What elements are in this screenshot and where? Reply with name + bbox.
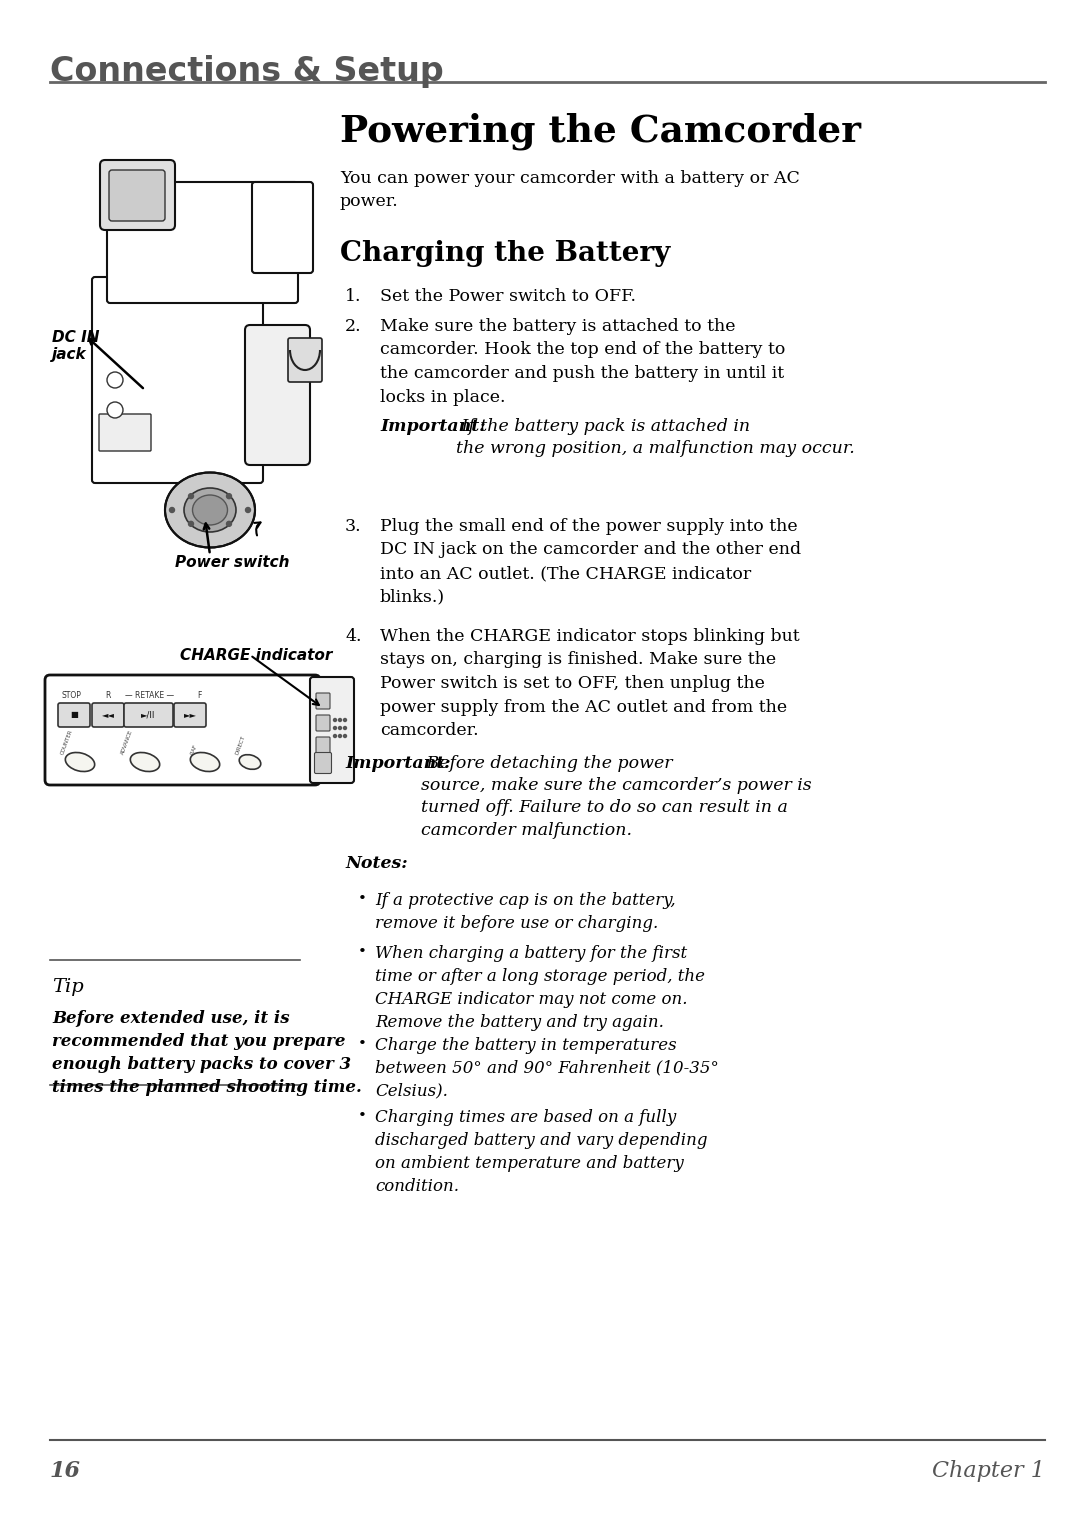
FancyBboxPatch shape: [314, 752, 332, 773]
Text: Charge the battery in temperatures
between 50° and 90° Fahrenheit (10-35°
Celsiu: Charge the battery in temperatures betwe…: [375, 1037, 719, 1099]
Text: You can power your camcorder with a battery or AC
power.: You can power your camcorder with a batt…: [340, 170, 800, 211]
Ellipse shape: [240, 755, 260, 769]
Text: Important:: Important:: [345, 755, 450, 772]
FancyBboxPatch shape: [99, 414, 151, 450]
Text: If the battery pack is attached in
the wrong position, a malfunction may occur.: If the battery pack is attached in the w…: [456, 418, 854, 458]
Text: DIRECT: DIRECT: [235, 734, 246, 755]
Text: — RETAKE —: — RETAKE —: [125, 691, 174, 700]
Text: Power switch: Power switch: [175, 555, 289, 570]
Text: ◄◄: ◄◄: [102, 711, 114, 720]
Text: 16: 16: [50, 1460, 81, 1483]
Text: Notes:: Notes:: [345, 855, 407, 872]
Text: DC IN
jack: DC IN jack: [52, 330, 99, 362]
FancyBboxPatch shape: [92, 703, 124, 728]
Circle shape: [245, 508, 251, 512]
Text: ADVANCE: ADVANCE: [120, 729, 134, 755]
Text: •: •: [357, 891, 367, 907]
Text: Charging times are based on a fully
discharged battery and vary depending
on amb: Charging times are based on a fully disc…: [375, 1110, 707, 1195]
Text: COUNTER: COUNTER: [60, 728, 73, 755]
Text: Set the Power switch to OFF.: Set the Power switch to OFF.: [380, 288, 636, 305]
Text: R: R: [105, 691, 110, 700]
FancyBboxPatch shape: [124, 703, 173, 728]
FancyBboxPatch shape: [100, 161, 175, 230]
Ellipse shape: [190, 752, 219, 772]
Text: CHARGE indicator: CHARGE indicator: [180, 647, 333, 662]
Circle shape: [338, 734, 341, 737]
Text: When the CHARGE indicator stops blinking but
stays on, charging is finished. Mak: When the CHARGE indicator stops blinking…: [380, 628, 799, 738]
FancyBboxPatch shape: [252, 182, 313, 273]
Circle shape: [107, 371, 123, 388]
FancyBboxPatch shape: [92, 277, 264, 484]
Text: •: •: [357, 1110, 367, 1123]
Text: 1.: 1.: [345, 288, 362, 305]
FancyBboxPatch shape: [107, 182, 298, 303]
Text: F: F: [197, 691, 201, 700]
Circle shape: [189, 494, 193, 499]
Text: Make sure the battery is attached to the
camcorder. Hook the top end of the batt: Make sure the battery is attached to the…: [380, 318, 785, 405]
Ellipse shape: [131, 752, 160, 772]
Text: Tip: Tip: [52, 978, 84, 996]
FancyBboxPatch shape: [58, 703, 90, 728]
FancyBboxPatch shape: [316, 737, 330, 753]
Circle shape: [227, 494, 231, 499]
Text: P.AF: P.AF: [190, 743, 199, 755]
Ellipse shape: [184, 488, 237, 532]
FancyBboxPatch shape: [45, 675, 320, 785]
Circle shape: [334, 734, 337, 737]
Circle shape: [189, 522, 193, 526]
Text: Important:: Important:: [380, 418, 486, 435]
Ellipse shape: [165, 473, 255, 547]
Circle shape: [343, 719, 347, 722]
Text: •: •: [357, 1037, 367, 1051]
Text: Charging the Battery: Charging the Battery: [340, 240, 671, 267]
Text: If a protective cap is on the battery,
remove it before use or charging.: If a protective cap is on the battery, r…: [375, 891, 676, 932]
Circle shape: [227, 522, 231, 526]
Circle shape: [338, 719, 341, 722]
Text: 2.: 2.: [345, 318, 362, 335]
FancyBboxPatch shape: [245, 324, 310, 465]
FancyBboxPatch shape: [316, 716, 330, 731]
Circle shape: [343, 734, 347, 737]
FancyBboxPatch shape: [310, 678, 354, 782]
Ellipse shape: [192, 496, 228, 525]
FancyBboxPatch shape: [288, 338, 322, 382]
FancyBboxPatch shape: [316, 693, 330, 709]
FancyBboxPatch shape: [109, 170, 165, 221]
Circle shape: [334, 719, 337, 722]
Circle shape: [338, 726, 341, 729]
Circle shape: [343, 726, 347, 729]
Text: •: •: [357, 944, 367, 960]
Circle shape: [170, 508, 175, 512]
Text: 4.: 4.: [345, 628, 362, 644]
Text: Powering the Camcorder: Powering the Camcorder: [340, 112, 861, 150]
Text: Chapter 1: Chapter 1: [932, 1460, 1045, 1483]
Text: ►►: ►►: [184, 711, 197, 720]
Circle shape: [107, 402, 123, 418]
Text: ■: ■: [70, 711, 78, 720]
Text: ►/II: ►/II: [141, 711, 156, 720]
Text: When charging a battery for the first
time or after a long storage period, the
C: When charging a battery for the first ti…: [375, 944, 705, 1031]
Text: STOP: STOP: [62, 691, 82, 700]
Text: Plug the small end of the power supply into the
DC IN jack on the camcorder and : Plug the small end of the power supply i…: [380, 518, 801, 605]
FancyBboxPatch shape: [174, 703, 206, 728]
Ellipse shape: [65, 752, 95, 772]
Text: 3.: 3.: [345, 518, 362, 535]
Text: Before extended use, it is
recommended that you prepare
enough battery packs to : Before extended use, it is recommended t…: [52, 1010, 362, 1096]
Text: Before detaching the power
source, make sure the camcorder’s power is
turned off: Before detaching the power source, make …: [421, 755, 812, 838]
Text: Connections & Setup: Connections & Setup: [50, 55, 444, 88]
Circle shape: [334, 726, 337, 729]
